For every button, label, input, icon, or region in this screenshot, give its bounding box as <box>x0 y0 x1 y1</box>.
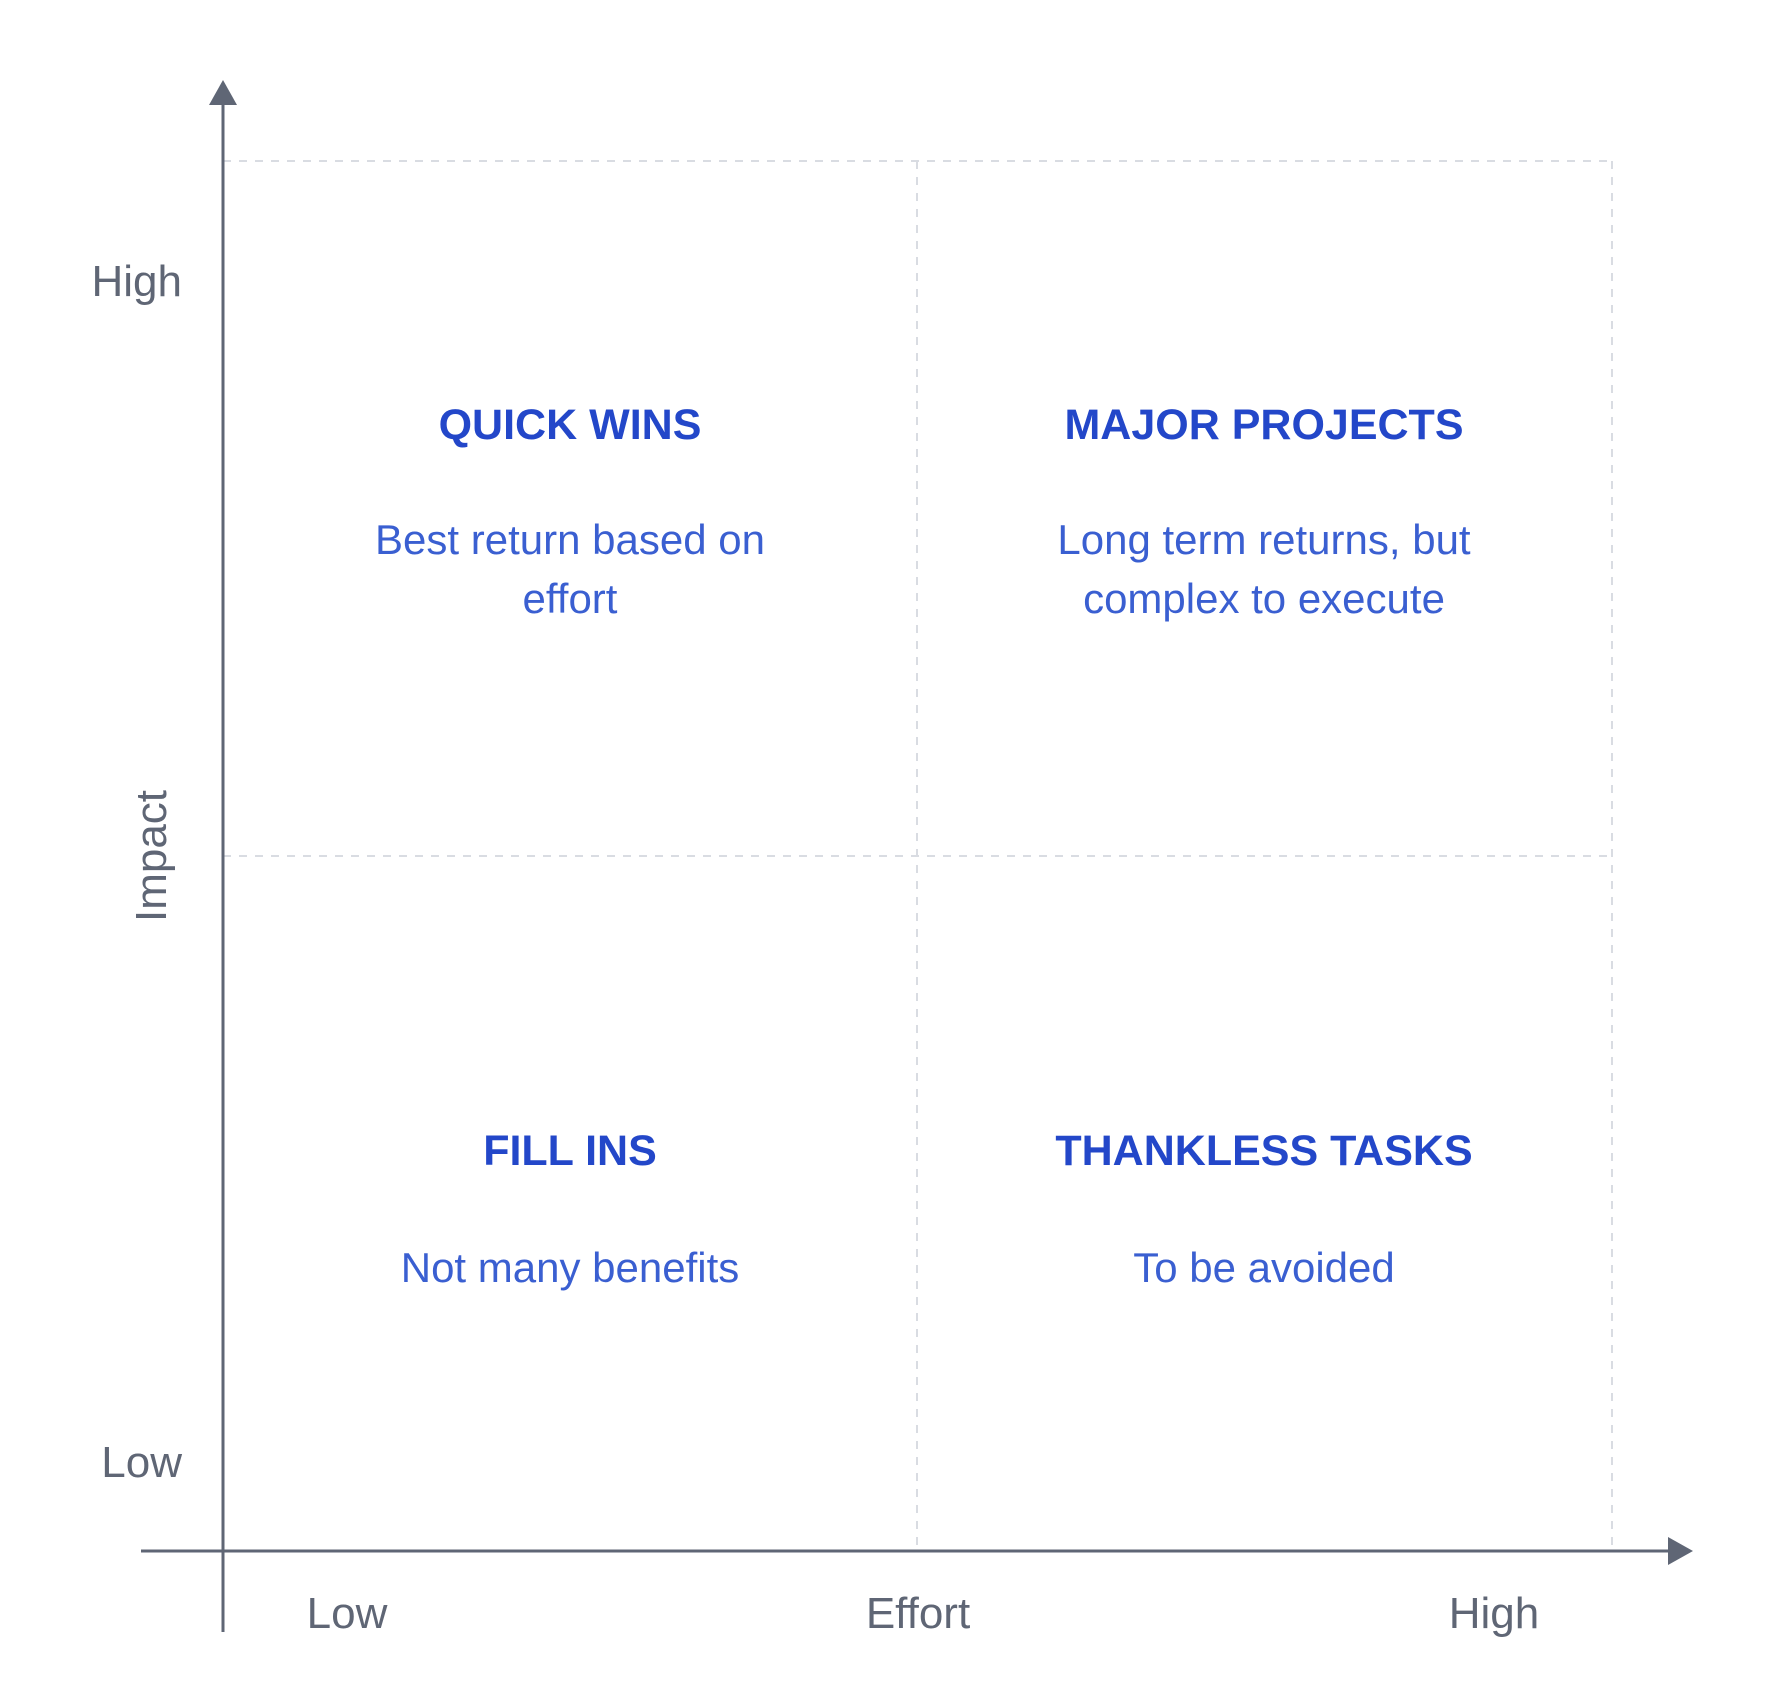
quadrant-description-line: effort <box>523 575 618 622</box>
x-axis-high-label: High <box>1449 1589 1540 1638</box>
quadrant-description-line: Not many benefits <box>401 1244 740 1291</box>
quadrant-fill-ins: FILL INS Not many benefits <box>401 1127 740 1291</box>
y-axis-title: Impact <box>127 790 176 922</box>
quadrant-title: THANKLESS TASKS <box>1055 1127 1472 1175</box>
y-axis-high-label: High <box>92 257 183 306</box>
x-axis-arrow-icon <box>1668 1537 1693 1565</box>
x-axis-title: Effort <box>866 1589 970 1638</box>
quadrant-quick-wins: QUICK WINS Best return based on effort <box>375 401 765 622</box>
x-axis-low-label: Low <box>307 1589 388 1638</box>
quadrant-title: FILL INS <box>483 1127 657 1175</box>
quadrant-description-line: Long term returns, but <box>1057 516 1471 563</box>
y-axis-arrow-icon <box>209 80 237 105</box>
quadrant-description-line: To be avoided <box>1133 1244 1395 1291</box>
y-axis-low-label: Low <box>101 1438 182 1487</box>
quadrant-title: MAJOR PROJECTS <box>1064 401 1463 449</box>
quadrant-description-line: complex to execute <box>1083 575 1445 622</box>
grid <box>223 160 1613 1550</box>
x-axis <box>141 1537 1693 1565</box>
y-axis <box>209 80 237 1632</box>
quadrant-thankless-tasks: THANKLESS TASKS To be avoided <box>1055 1127 1472 1291</box>
quadrant-title: QUICK WINS <box>439 401 702 449</box>
quadrant-major-projects: MAJOR PROJECTS Long term returns, but co… <box>1057 401 1471 622</box>
quadrant-description-line: Best return based on <box>375 516 765 563</box>
